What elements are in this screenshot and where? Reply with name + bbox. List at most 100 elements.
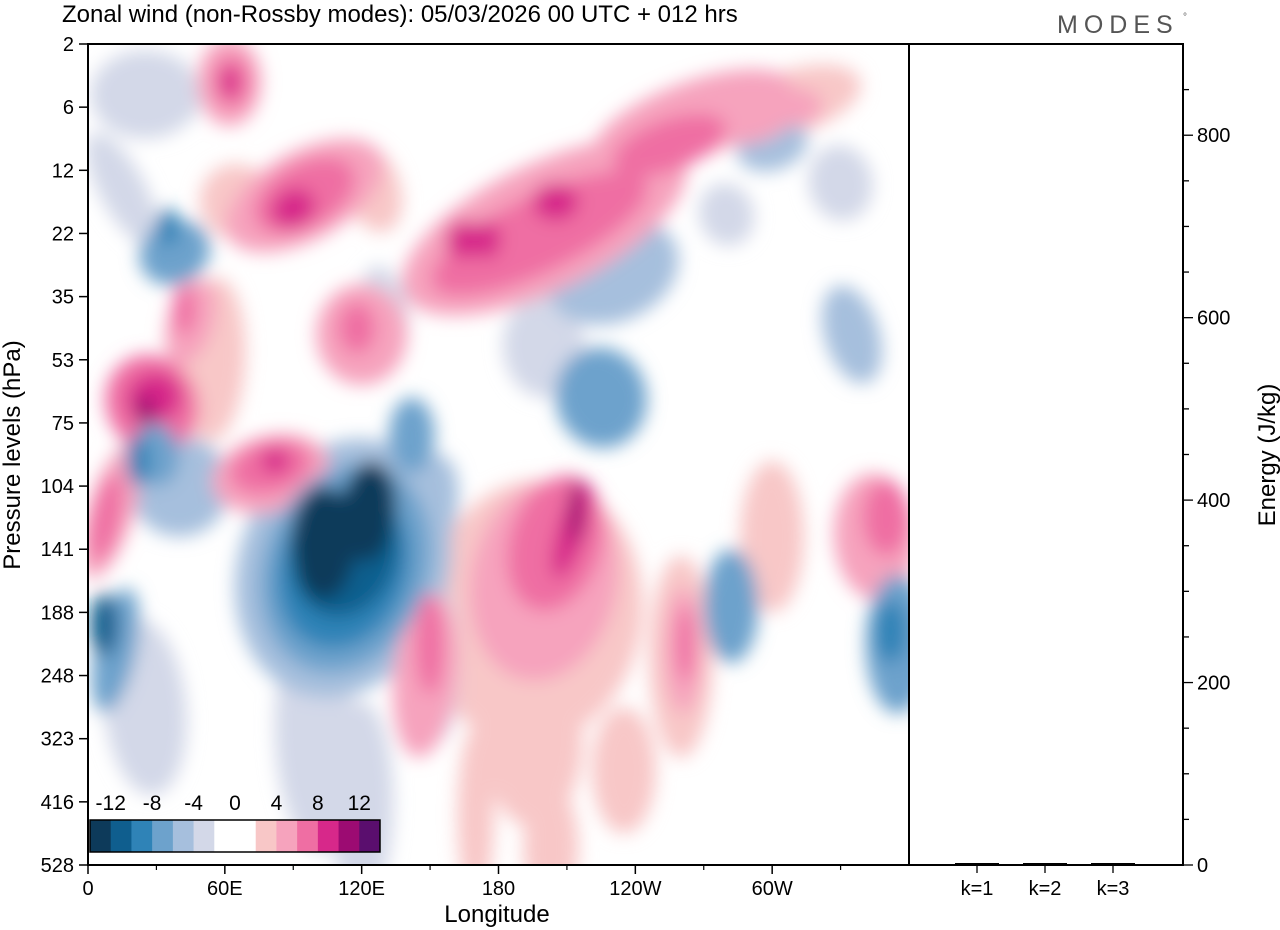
wind-contour [290,486,355,600]
energy-tick-label: 200 [1197,673,1230,695]
brand-mark: ° [1183,12,1187,23]
energy-bars: k=1 k=2 k=3 [955,863,1135,900]
wind-contour [821,285,883,384]
colorbar-label: -8 [143,792,162,815]
y-axis-ticks: 2 6 12 22 35 53 75 104 141 188 248 323 416 528 [41,34,88,877]
y-tick-label: 104 [41,476,74,498]
energy-category-label: k=1 [961,878,994,900]
wind-contour [740,460,805,613]
colorbar-label: 4 [271,792,283,815]
y-tick-label: 75 [52,413,74,435]
colorbar-swatch [193,820,215,852]
colorbar-label: 12 [348,792,371,815]
colorbar-label: 8 [312,792,324,815]
wind-contour [555,347,647,448]
y-tick-label: 6 [63,97,74,119]
y-tick-label: 2 [63,34,74,56]
colorbar-swatch [276,820,298,852]
wind-contour [90,50,200,139]
y-tick-label: 35 [52,287,74,309]
energy-category-label: k=2 [1029,878,1062,900]
y-tick-label: 416 [41,792,74,814]
wind-contour [592,707,656,834]
wind-contour [767,88,823,127]
x-tick-label: 60E [207,878,243,900]
energy-tick-label: 800 [1197,125,1230,147]
y-tick-label: 528 [41,855,74,877]
colorbar-swatch [297,820,319,852]
colorbar-swatches [90,820,381,852]
colorbar: -12 -8 -4 0 4 8 12 [89,792,381,853]
colorbar-swatch [235,820,257,852]
wind-contour [473,220,501,259]
colorbar-frame [89,819,381,853]
energy-tick-label: 0 [1197,855,1208,877]
wind-contour [261,448,289,474]
y-tick-label: 53 [52,350,74,372]
y-tick-label: 323 [41,729,74,751]
wind-contour [698,183,755,246]
y-tick-label: 12 [52,160,74,182]
energy-bar [1091,863,1135,865]
wind-contour [703,549,759,663]
wind-contour [416,593,444,695]
x-tick-label: 0 [82,878,93,900]
wind-contour [340,460,397,562]
x-tick-label: 120E [338,878,385,900]
wind-contour [338,302,376,354]
wind-contour [156,208,180,247]
wind-contour [271,188,316,229]
y-tick-label: 188 [41,602,74,624]
energy-axis-ticks: 0 200 400 600 800 [1183,88,1230,877]
colorbar-swatch [110,820,132,852]
colorbar-swatch [359,820,381,852]
y-tick-label: 248 [41,666,74,688]
wind-contour [613,113,726,177]
wind-contour [220,66,239,98]
wind-contour [172,283,196,335]
x-axis-ticks: 0 60E 120E 180 120W 60W [82,865,842,900]
colorbar-swatch [90,820,112,852]
y-axis-label: Pressure levels (hPa) [0,340,26,569]
wind-contour [135,394,155,427]
wind-contour [482,650,583,828]
wind-contour [863,479,909,556]
wind-contour [88,132,159,246]
wind-contour [808,145,873,221]
brand-logo: MODES [1057,11,1179,39]
colorbar-swatch [338,820,360,852]
colorbar-swatch [214,820,236,852]
wind-contour [874,599,907,663]
colorbar-label: 0 [229,792,241,815]
energy-tick-label: 600 [1197,308,1230,330]
wind-contour [569,479,583,543]
x-tick-label: 180 [482,878,515,900]
x-tick-label: 60W [752,878,793,900]
colorbar-swatch [152,820,174,852]
x-tick-label: 120W [609,878,661,900]
wind-contour [139,219,211,286]
wind-contour [126,435,150,487]
wind-contour [389,397,435,474]
wind-contour [446,220,483,259]
colorbar-label: -4 [184,792,203,815]
energy-bar [1023,863,1067,865]
colorbar-labels: -12 -8 -4 0 4 8 12 [96,792,371,815]
colorbar-swatch [255,820,277,852]
chart-title: Zonal wind (non-Rossby modes): 05/03/202… [62,1,738,28]
wind-contour [676,606,695,682]
energy-bar [955,863,999,865]
colorbar-swatch [172,820,195,852]
colorbar-swatch [317,820,340,852]
energy-axis-label: Energy (J/kg) [1254,384,1280,527]
y-tick-label: 141 [41,539,74,561]
x-axis-label: Longitude [444,901,549,928]
wind-contour [532,182,579,221]
colorbar-label: -12 [96,792,126,815]
energy-tick-label: 400 [1197,490,1230,512]
colorbar-swatch [131,820,153,852]
energy-panel-frame [908,43,1184,866]
wind-contour [90,474,123,562]
energy-category-label: k=3 [1097,878,1130,900]
